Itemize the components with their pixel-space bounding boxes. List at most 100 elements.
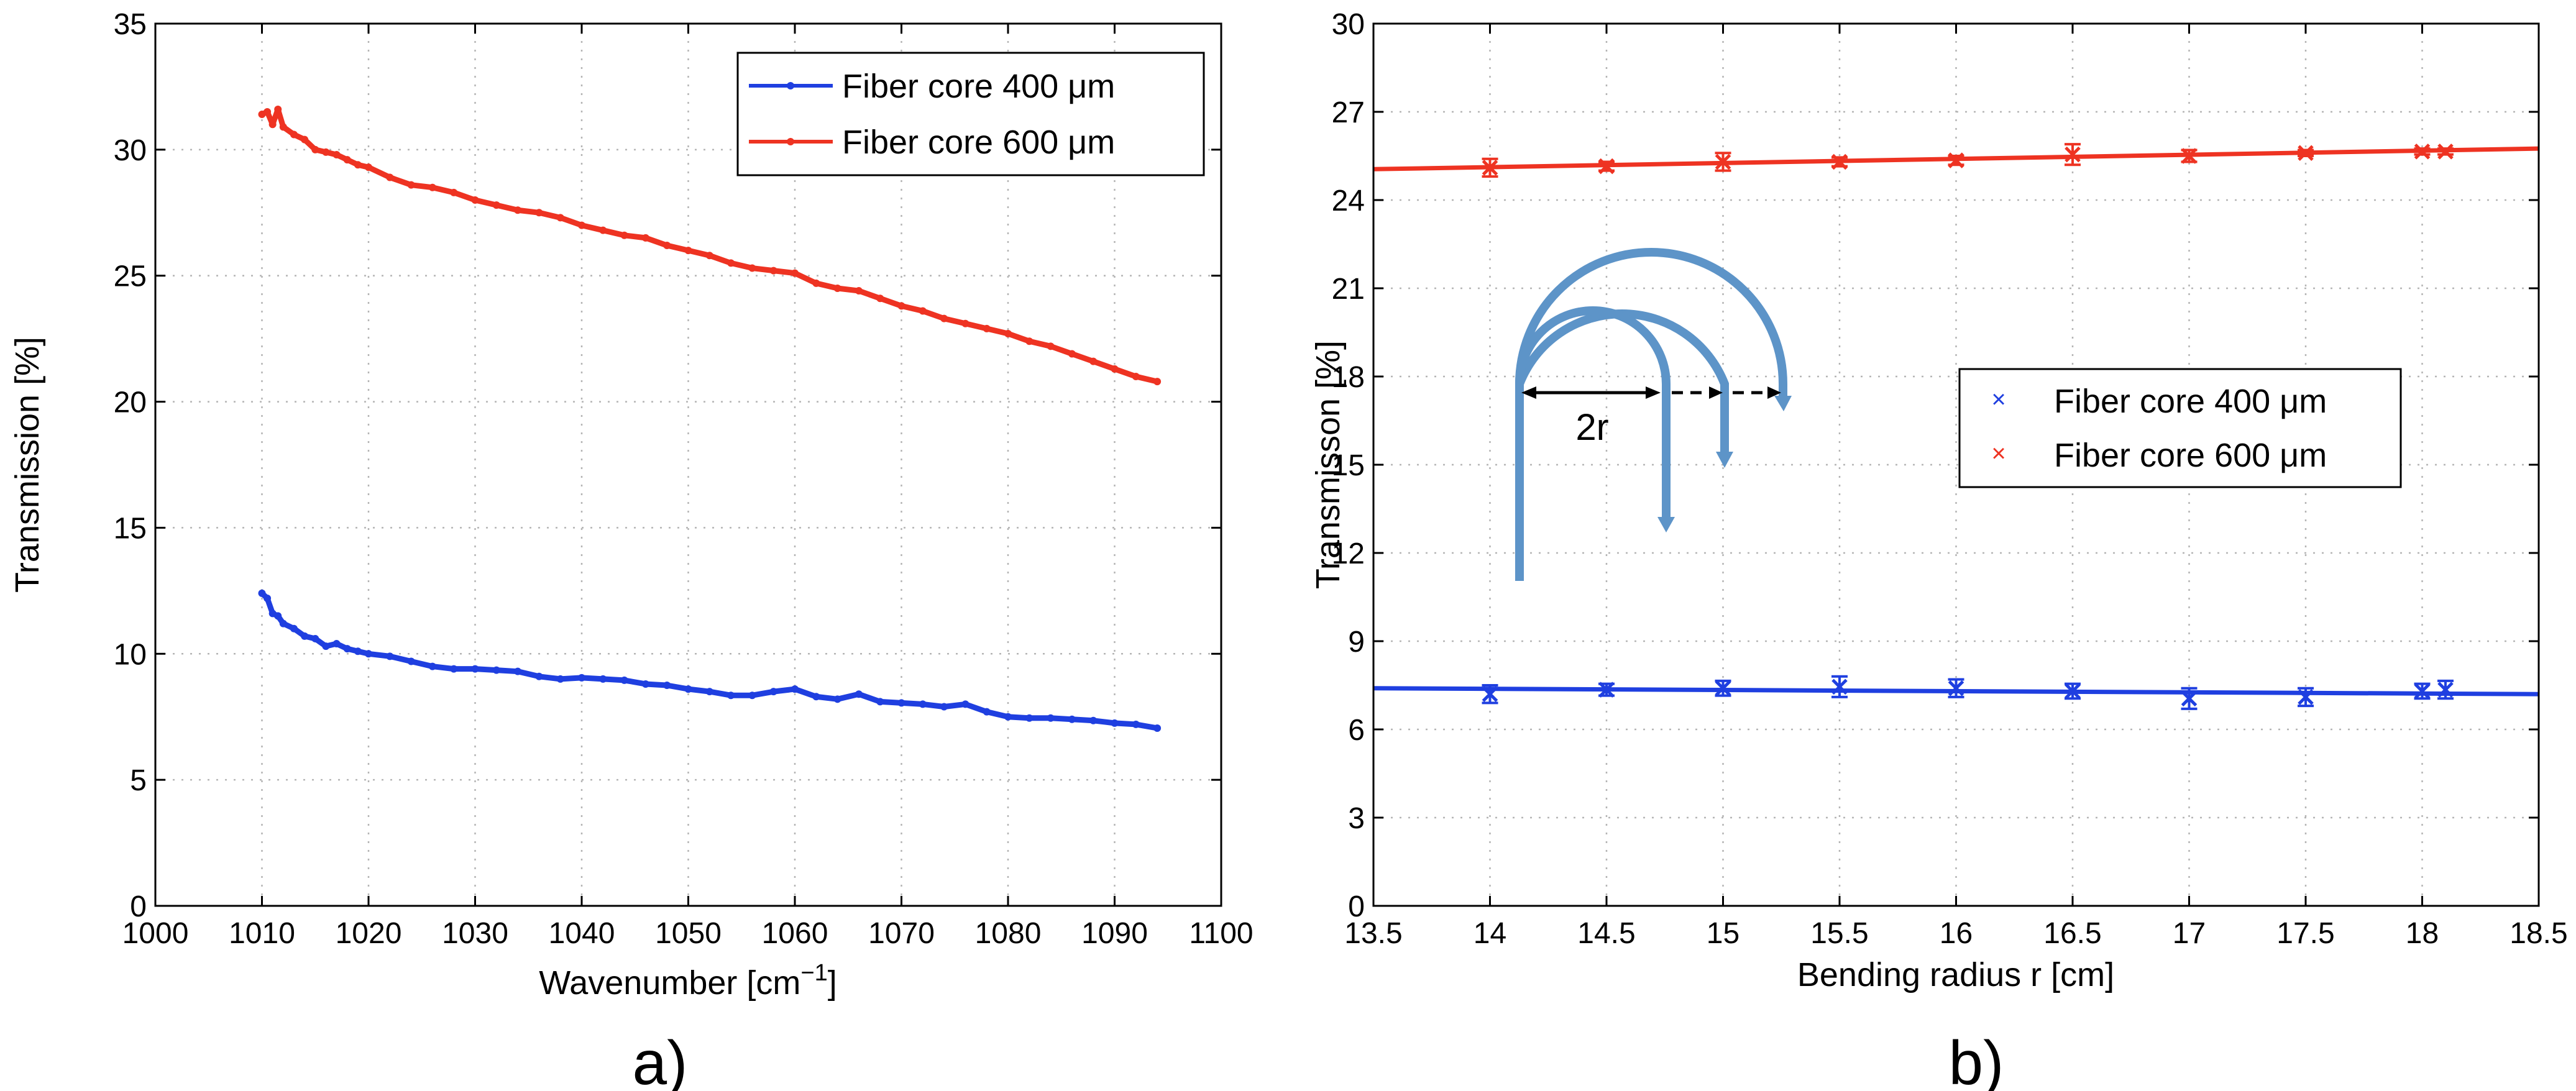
data-point bbox=[663, 682, 671, 689]
data-point bbox=[2414, 144, 2431, 160]
data-point bbox=[705, 688, 713, 696]
data-point bbox=[919, 307, 927, 315]
data-point bbox=[301, 135, 309, 144]
data-point bbox=[492, 666, 500, 674]
data-point bbox=[428, 183, 436, 191]
legend-a-marker-600 bbox=[787, 138, 794, 145]
y-tick-label: 35 bbox=[114, 8, 147, 41]
data-point bbox=[311, 145, 319, 153]
x-tick-label: 15 bbox=[1707, 917, 1739, 950]
x-tick-label: 17.5 bbox=[2276, 917, 2334, 950]
data-point bbox=[279, 123, 287, 131]
data-point bbox=[1132, 720, 1140, 728]
data-point bbox=[2298, 689, 2314, 705]
x-tick-label: 1020 bbox=[336, 917, 402, 950]
annotation-2r: 2r bbox=[1575, 406, 1608, 448]
data-point bbox=[290, 130, 298, 139]
data-point bbox=[535, 209, 543, 217]
data-point bbox=[2298, 145, 2314, 162]
fiber-bend-small bbox=[1515, 306, 1671, 519]
legend-a-marker-400 bbox=[787, 82, 794, 89]
data-point bbox=[264, 595, 272, 603]
data-point bbox=[940, 703, 948, 711]
x-tick-label: 16 bbox=[1940, 917, 1973, 950]
data-point bbox=[727, 692, 735, 700]
y-tick-label: 6 bbox=[1348, 714, 1365, 747]
data-point bbox=[855, 690, 863, 698]
data-point bbox=[1089, 357, 1098, 365]
data-point bbox=[578, 673, 585, 682]
data-point bbox=[876, 294, 884, 303]
legend-a-label-600: Fiber core 600 μm bbox=[842, 124, 1115, 161]
data-point bbox=[663, 242, 671, 250]
chart-a-ticks: 1000 1010 1020 1030 1040 1050 1060 1070 1080 1090… bbox=[114, 8, 1254, 950]
data-point bbox=[1047, 714, 1055, 722]
data-point bbox=[535, 672, 543, 680]
chart-a-xlabel: Wavenumber [cm−1] bbox=[539, 960, 837, 1002]
data-point bbox=[812, 279, 820, 287]
data-point bbox=[450, 188, 458, 196]
x-tick-label: 17 bbox=[2173, 917, 2206, 950]
data-point bbox=[1153, 724, 1162, 732]
data-point bbox=[641, 680, 649, 688]
data-point bbox=[1153, 378, 1162, 386]
x-tick-label: 13.5 bbox=[1344, 917, 1402, 950]
data-point bbox=[2437, 144, 2454, 160]
y-tick-label: 12 bbox=[1332, 537, 1365, 570]
y-tick-label: 25 bbox=[114, 260, 147, 293]
chart-b: 2r 13.5 14 14.5 15 15.5 16 16.5 17 17.5 18 18.5 0 3 6… bbox=[1309, 8, 2568, 1091]
data-point bbox=[492, 201, 500, 209]
dimension-arrow-dashed-2 bbox=[1767, 386, 1781, 399]
data-point bbox=[1831, 153, 1848, 170]
data-point bbox=[514, 667, 522, 675]
data-point bbox=[514, 206, 522, 214]
data-point bbox=[428, 662, 436, 670]
data-point bbox=[311, 634, 319, 642]
data-point bbox=[1068, 350, 1076, 358]
data-point bbox=[258, 589, 266, 597]
data-point bbox=[354, 647, 362, 655]
data-point bbox=[407, 657, 415, 665]
data-point bbox=[876, 698, 884, 706]
data-point bbox=[301, 632, 309, 640]
data-point bbox=[1482, 160, 1498, 176]
series-1 bbox=[258, 105, 1162, 386]
series-1 bbox=[1373, 143, 2539, 178]
x-tick-label: 18.5 bbox=[2510, 917, 2567, 950]
data-point bbox=[1004, 330, 1012, 338]
legend-b-label-400: Fiber core 400 μm bbox=[2054, 383, 2327, 420]
data-point bbox=[322, 642, 330, 650]
x-tick-label: 14 bbox=[1474, 917, 1506, 950]
y-tick-label: 24 bbox=[1332, 185, 1365, 217]
data-point bbox=[279, 619, 287, 628]
data-point bbox=[274, 612, 282, 620]
data-point bbox=[1068, 715, 1076, 723]
data-point bbox=[620, 231, 628, 239]
data-point bbox=[343, 156, 351, 164]
legend-b-label-600: Fiber core 600 μm bbox=[2054, 437, 2327, 474]
data-point bbox=[2437, 682, 2454, 698]
legend-b-marker-400: × bbox=[1991, 386, 2005, 413]
data-point bbox=[1004, 713, 1012, 721]
data-point bbox=[1948, 152, 1964, 168]
data-point bbox=[268, 121, 277, 129]
data-point bbox=[1025, 714, 1034, 722]
x-tick-label: 14.5 bbox=[1577, 917, 1635, 950]
data-point bbox=[1831, 678, 1848, 695]
data-point bbox=[264, 108, 272, 116]
x-tick-label: 1050 bbox=[655, 917, 722, 950]
data-point bbox=[1132, 373, 1140, 380]
fiber-arrow-large bbox=[1774, 396, 1792, 411]
x-tick-label: 1060 bbox=[762, 917, 828, 950]
data-point bbox=[897, 302, 905, 310]
data-point bbox=[1598, 682, 1615, 698]
data-point bbox=[322, 148, 330, 156]
data-point bbox=[983, 324, 991, 332]
x-tick-label: 1100 bbox=[1189, 917, 1253, 950]
data-point bbox=[1111, 365, 1119, 373]
data-point bbox=[791, 685, 799, 693]
bending-schematic: 2r bbox=[1515, 248, 1792, 581]
data-point bbox=[2065, 146, 2081, 163]
data-point bbox=[343, 645, 351, 653]
